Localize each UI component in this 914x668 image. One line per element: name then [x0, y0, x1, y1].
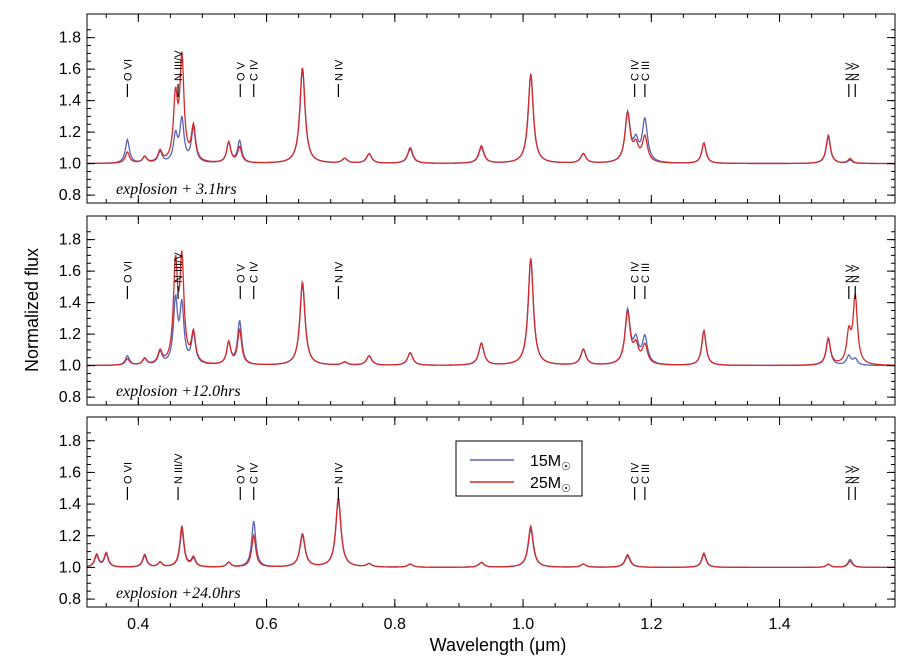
x-tick-label: 0.8: [384, 616, 406, 633]
y-tick-label: 1.0: [59, 156, 81, 173]
line-id-label: N IV: [333, 462, 345, 484]
panel-label-2: explosion +12.0hrs: [116, 383, 241, 400]
y-tick-label: 1.8: [59, 30, 81, 47]
line-id-label: N V: [850, 465, 862, 484]
y-tick-label: 1.2: [59, 124, 81, 141]
line-id-label: O V: [235, 464, 247, 484]
y-tick-label: 1.4: [59, 93, 81, 110]
line-id-label: O V: [235, 61, 247, 81]
y-tick-label: 1.6: [59, 464, 81, 481]
line-id-label: C IV: [249, 462, 261, 484]
line-id-label: C III: [640, 61, 652, 81]
line-id-label: O VI: [122, 59, 134, 81]
line-id-label: N III/V: [173, 252, 185, 283]
y-tick-label: 1.2: [59, 528, 81, 545]
x-tick-label: 1.0: [512, 616, 534, 633]
x-tick-label: 1.2: [640, 616, 662, 633]
line-id-label: C III: [640, 263, 652, 283]
line-id-label: N III/V: [173, 50, 185, 81]
line-id-label: C IV: [630, 261, 642, 283]
line-id-label: C IV: [630, 59, 642, 81]
series-25msun-panel-3: [86, 497, 895, 569]
y-tick-label: 1.8: [59, 433, 81, 450]
line-id-label: N V: [844, 264, 856, 283]
legend: 15M☉ 25M☉: [455, 440, 583, 497]
y-tick-label: 1.2: [59, 326, 81, 343]
line-id-label: C IV: [630, 462, 642, 484]
panel-frame-2: [86, 215, 896, 406]
y-tick-label: 1.8: [59, 232, 81, 249]
x-tick-label: 0.4: [127, 616, 149, 633]
y-tick-label: 1.4: [59, 295, 81, 312]
x-tick-label: 1.4: [768, 616, 790, 633]
line-id-label: N IV: [333, 59, 345, 81]
y-tick-label: 0.8: [59, 187, 81, 204]
y-tick-label: 1.6: [59, 61, 81, 78]
legend-label-15msun: 15M☉: [530, 453, 571, 473]
panel-label-3: explosion +24.0hrs: [116, 585, 241, 602]
series-15msun-panel-3: [86, 500, 895, 569]
legend-label-25msun: 25M☉: [530, 475, 571, 495]
y-tick-label: 0.8: [59, 389, 81, 406]
panel-frame-1: [86, 13, 896, 204]
y-tick-label: 1.0: [59, 358, 81, 375]
panel-3: 0.8 1.0 1.2 1.4 1.6 1.8 0.4 0.6 0.8 1.0 1.2 1.4 O VI…: [59, 416, 896, 633]
line-id-label: N V: [844, 62, 856, 81]
series-15msun-panel-1: [86, 69, 895, 165]
x-axis-title: Wavelength (μm): [430, 635, 567, 655]
legend-box: [455, 440, 583, 497]
line-id-label: N III/V: [173, 453, 185, 484]
x-tick-label: 0.6: [255, 616, 277, 633]
series-15msun-panel-2: [86, 258, 895, 367]
line-id-label: N V: [850, 62, 862, 81]
panel-label-1: explosion + 3.1hrs: [116, 181, 237, 198]
series-25msun-panel-2: [87, 250, 896, 367]
line-id-label: N V: [844, 465, 856, 484]
line-id-label: O VI: [122, 462, 134, 484]
line-id-label: N V: [850, 264, 862, 283]
y-tick-label: 1.6: [59, 263, 81, 280]
line-id-label: N IV: [333, 261, 345, 283]
y-tick-label: 0.8: [59, 591, 81, 608]
y-axis-title: Normalized flux: [22, 248, 42, 372]
line-id-label: C IV: [249, 59, 261, 81]
series-25msun-panel-1: [86, 51, 896, 165]
line-id-label: C IV: [249, 261, 261, 283]
line-id-label: O V: [235, 263, 247, 283]
line-id-label: C III: [640, 464, 652, 484]
line-id-label: O VI: [122, 261, 134, 283]
y-tick-label: 1.0: [59, 559, 81, 576]
y-tick-label: 1.4: [59, 496, 81, 513]
